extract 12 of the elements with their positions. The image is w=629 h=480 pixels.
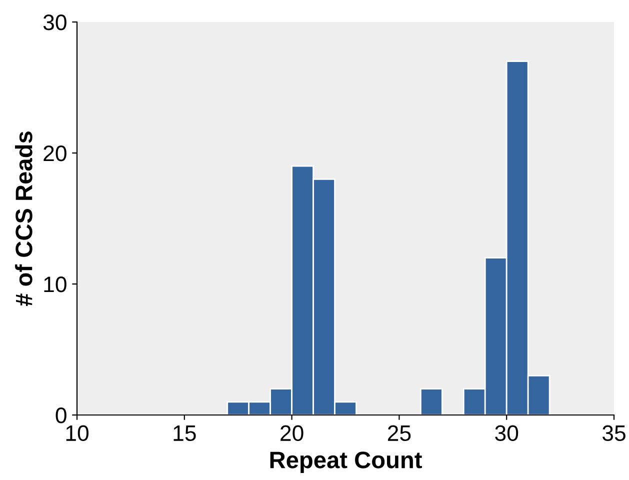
y-axis-title: # of CCS Reads [14, 132, 32, 306]
x-tick-label: 35 [602, 425, 626, 442]
x-tick-label: 15 [174, 426, 196, 442]
y-tick-label: 0 [56, 408, 66, 424]
x-tick-label: 20 [280, 425, 304, 442]
x-tick-label: 25 [388, 425, 411, 442]
x-tick-label: 30 [495, 425, 518, 442]
x-tick-label: 10 [66, 425, 88, 442]
y-tick-label: 10 [44, 276, 66, 292]
x-axis-title: Repeat Count [270, 452, 422, 474]
y-tick-label: 30 [43, 14, 66, 30]
y-tick-label: 20 [44, 146, 66, 162]
